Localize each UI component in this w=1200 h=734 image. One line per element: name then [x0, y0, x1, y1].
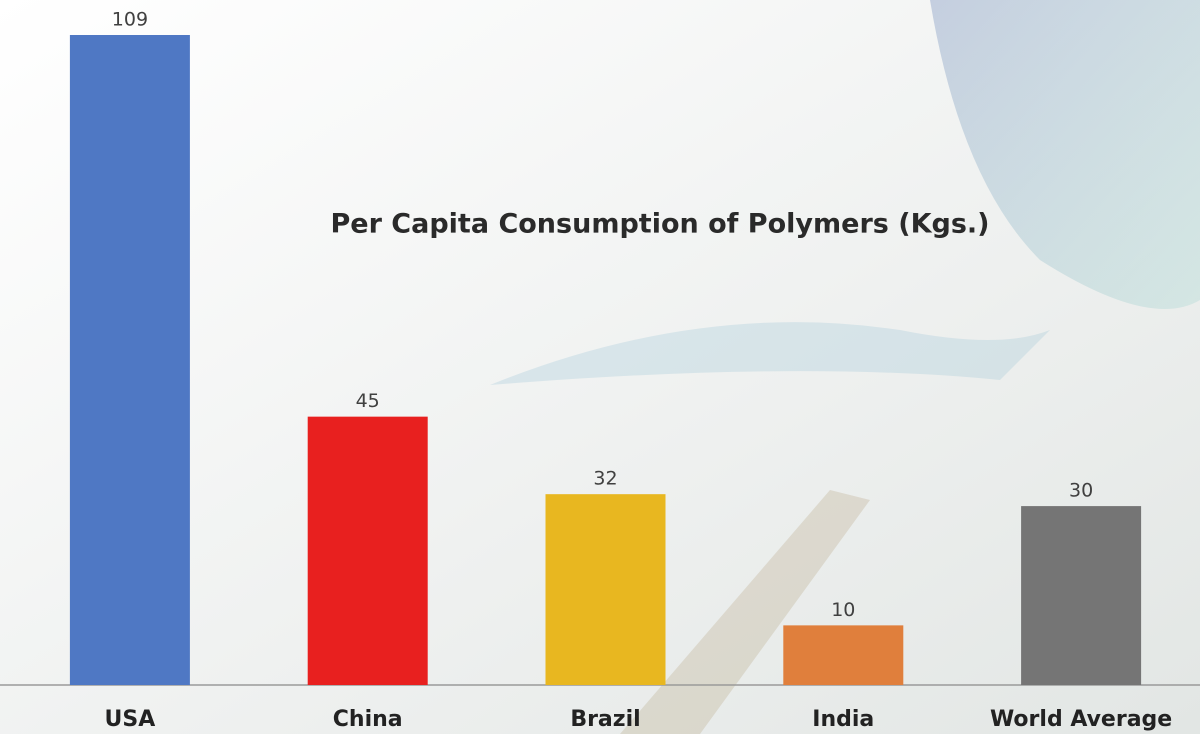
bar — [70, 35, 190, 685]
x-tick-label: Brazil — [570, 707, 640, 732]
x-tick-label: World Average — [990, 707, 1172, 732]
x-tick-label: USA — [105, 707, 156, 732]
value-label: 109 — [112, 9, 148, 31]
x-tick-label: India — [812, 707, 874, 732]
chart: Per Capita Consumption of Polymers (Kgs.… — [0, 0, 1200, 734]
bar — [783, 625, 903, 685]
chart-title: Per Capita Consumption of Polymers (Kgs.… — [330, 209, 989, 240]
value-label: 30 — [1069, 480, 1093, 502]
bar — [1021, 506, 1141, 685]
bar — [308, 417, 428, 685]
value-label: 10 — [831, 599, 855, 621]
value-label: 45 — [356, 390, 380, 412]
bar — [546, 494, 666, 685]
value-label: 32 — [593, 468, 617, 490]
x-tick-label: China — [333, 707, 403, 732]
